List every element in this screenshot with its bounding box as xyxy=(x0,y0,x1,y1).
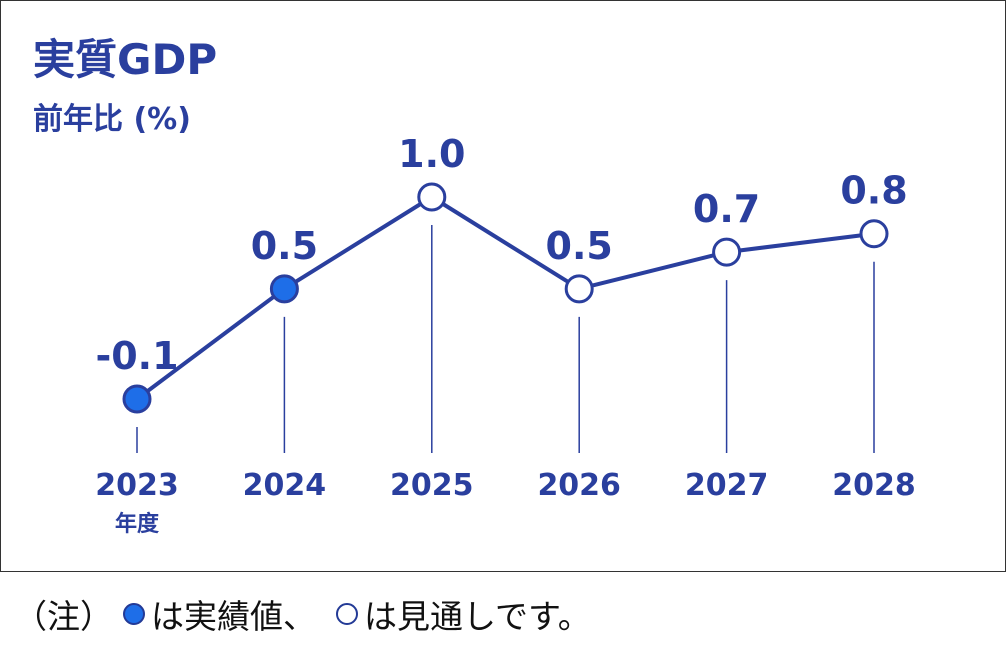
data-label: -0.1 xyxy=(95,334,178,378)
x-tick-label: 2023 xyxy=(95,468,179,503)
x-tick-label: 2024 xyxy=(243,468,327,503)
data-point-forecast xyxy=(859,219,889,249)
data-label: 1.0 xyxy=(398,132,465,176)
data-points xyxy=(122,182,889,414)
x-tick-labels: 2023 2024 2025 2026 2027 2028 xyxy=(95,468,916,503)
series-line xyxy=(135,195,875,401)
data-point-forecast xyxy=(712,237,742,267)
x-tick-label: 2028 xyxy=(832,468,916,503)
data-label: 0.7 xyxy=(693,187,760,231)
x-tick-label: 2027 xyxy=(685,468,769,503)
footnote: （注） は実績値、 は見通しです。 xyxy=(14,592,591,636)
x-unit-label: 年度 xyxy=(115,511,160,537)
data-label: 0.5 xyxy=(546,224,613,268)
data-point-actual xyxy=(269,274,299,304)
note-prefix: （注） xyxy=(14,597,113,636)
data-point-forecast xyxy=(417,182,447,212)
value-labels: -0.1 0.5 1.0 0.5 0.7 0.8 xyxy=(95,132,907,378)
data-point-actual xyxy=(122,384,152,414)
data-point-forecast xyxy=(564,274,594,304)
chart-title: 実質GDP xyxy=(33,35,217,84)
note-forecast-text: は見通しです。 xyxy=(364,597,591,636)
data-label: 0.8 xyxy=(840,169,907,213)
actual-marker-icon xyxy=(123,603,145,625)
chart-frame: 実質GDP 前年比 (%) -0.1 0.5 1.0 0.5 0.7 0.8 2023 20… xyxy=(0,0,1006,572)
x-tick-label: 2026 xyxy=(537,468,621,503)
series-polyline xyxy=(135,195,875,401)
note-actual-text: は実績値、 xyxy=(151,597,316,636)
chart-svg: 実質GDP 前年比 (%) -0.10.51.00.50.7 0.8 2023 20… xyxy=(33,35,916,537)
forecast-marker-icon xyxy=(336,603,358,625)
chart-ylabel: 前年比 (%) xyxy=(33,102,191,137)
data-label: 0.5 xyxy=(251,224,318,268)
leader-lines xyxy=(136,225,875,453)
x-tick-label: 2025 xyxy=(390,468,474,503)
